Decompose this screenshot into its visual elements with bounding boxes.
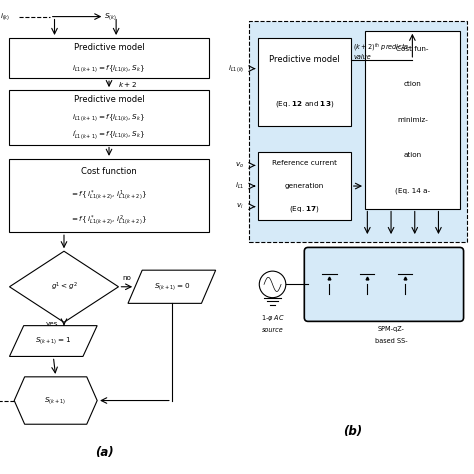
Polygon shape <box>9 326 97 356</box>
Text: $i_{(k)}$: $i_{(k)}$ <box>0 11 10 22</box>
Polygon shape <box>128 270 216 303</box>
Text: no: no <box>122 275 131 281</box>
Text: $S_{(k+1)}=0$: $S_{(k+1)}=0$ <box>154 282 190 292</box>
FancyBboxPatch shape <box>258 38 351 126</box>
Text: (Eq. 14 a-: (Eq. 14 a- <box>395 188 430 194</box>
Text: (Eq. $\mathbf{17}$): (Eq. $\mathbf{17}$) <box>289 204 320 214</box>
Text: Cost function: Cost function <box>81 166 137 175</box>
Text: yes: yes <box>46 321 58 327</box>
Text: Reference current: Reference current <box>272 160 337 166</box>
FancyBboxPatch shape <box>258 152 351 220</box>
Text: $i^{'}_{L1(k+1)}=f\{i_{L1(k)}, S_k\}$: $i^{'}_{L1(k+1)}=f\{i_{L1(k)}, S_k\}$ <box>73 129 146 142</box>
Text: $1$-$\varphi$ $AC$: $1$-$\varphi$ $AC$ <box>261 313 284 323</box>
FancyBboxPatch shape <box>365 31 460 209</box>
Text: $S_{(k+1)}$: $S_{(k+1)}$ <box>45 395 67 406</box>
Text: Predictive model: Predictive model <box>73 44 145 53</box>
Text: $i_{L1(k+1)}=f\{i_{L1(k)}, S_k\}$: $i_{L1(k+1)}=f\{i_{L1(k)}, S_k\}$ <box>73 112 146 123</box>
Text: SPM-qZ-: SPM-qZ- <box>378 327 405 332</box>
Text: minimiz-: minimiz- <box>397 117 428 123</box>
Polygon shape <box>14 377 97 424</box>
Text: $(k+2)^{th}$ predicte-: $(k+2)^{th}$ predicte- <box>353 41 412 53</box>
FancyBboxPatch shape <box>9 90 209 145</box>
Text: ction: ction <box>403 81 421 87</box>
Circle shape <box>259 271 286 298</box>
Text: Predictive model: Predictive model <box>73 95 145 104</box>
Text: source: source <box>262 327 283 333</box>
Text: (Eq. $\mathbf{12}$ and $\mathbf{13}$): (Eq. $\mathbf{12}$ and $\mathbf{13}$) <box>275 99 334 109</box>
Text: $S_{(k)}$: $S_{(k)}$ <box>104 11 117 22</box>
Text: $k+2$: $k+2$ <box>118 80 137 89</box>
Text: $i_{L1}$: $i_{L1}$ <box>235 181 244 191</box>
Text: $=f\{\,i^*_{L1(k+2)},\,i^2_{L1(k+2)}\}$: $=f\{\,i^*_{L1(k+2)},\,i^2_{L1(k+2)}\}$ <box>71 213 147 227</box>
Text: $S_{(k+1)}=1$: $S_{(k+1)}=1$ <box>35 336 72 346</box>
Text: $g^1 < g^2$: $g^1 < g^2$ <box>51 281 77 293</box>
Text: $=f\{\,i^*_{L1(k+2)},\,i^1_{L1(k+2)}\}$: $=f\{\,i^*_{L1(k+2)},\,i^1_{L1(k+2)}\}$ <box>71 189 147 202</box>
Text: value: value <box>353 54 371 60</box>
Text: Cost fun-: Cost fun- <box>396 46 428 52</box>
FancyBboxPatch shape <box>249 21 467 242</box>
Text: based SS-: based SS- <box>375 338 408 344</box>
Text: (b): (b) <box>344 425 363 438</box>
FancyBboxPatch shape <box>9 38 209 78</box>
FancyBboxPatch shape <box>9 159 209 232</box>
Text: ation: ation <box>403 152 421 158</box>
Text: $i_{L1(k)}$: $i_{L1(k)}$ <box>228 63 244 74</box>
Text: (a): (a) <box>95 446 114 459</box>
Text: Predictive model: Predictive model <box>269 55 340 64</box>
Polygon shape <box>9 251 119 322</box>
Text: generation: generation <box>285 183 324 189</box>
Text: $v_o$: $v_o$ <box>235 161 244 170</box>
Text: $i_{L1(k+1)}=f\{i_{L1(k)}, S_k\}$: $i_{L1(k+1)}=f\{i_{L1(k)}, S_k\}$ <box>73 63 146 73</box>
Text: $v_i$: $v_i$ <box>237 202 244 211</box>
FancyBboxPatch shape <box>304 247 464 321</box>
